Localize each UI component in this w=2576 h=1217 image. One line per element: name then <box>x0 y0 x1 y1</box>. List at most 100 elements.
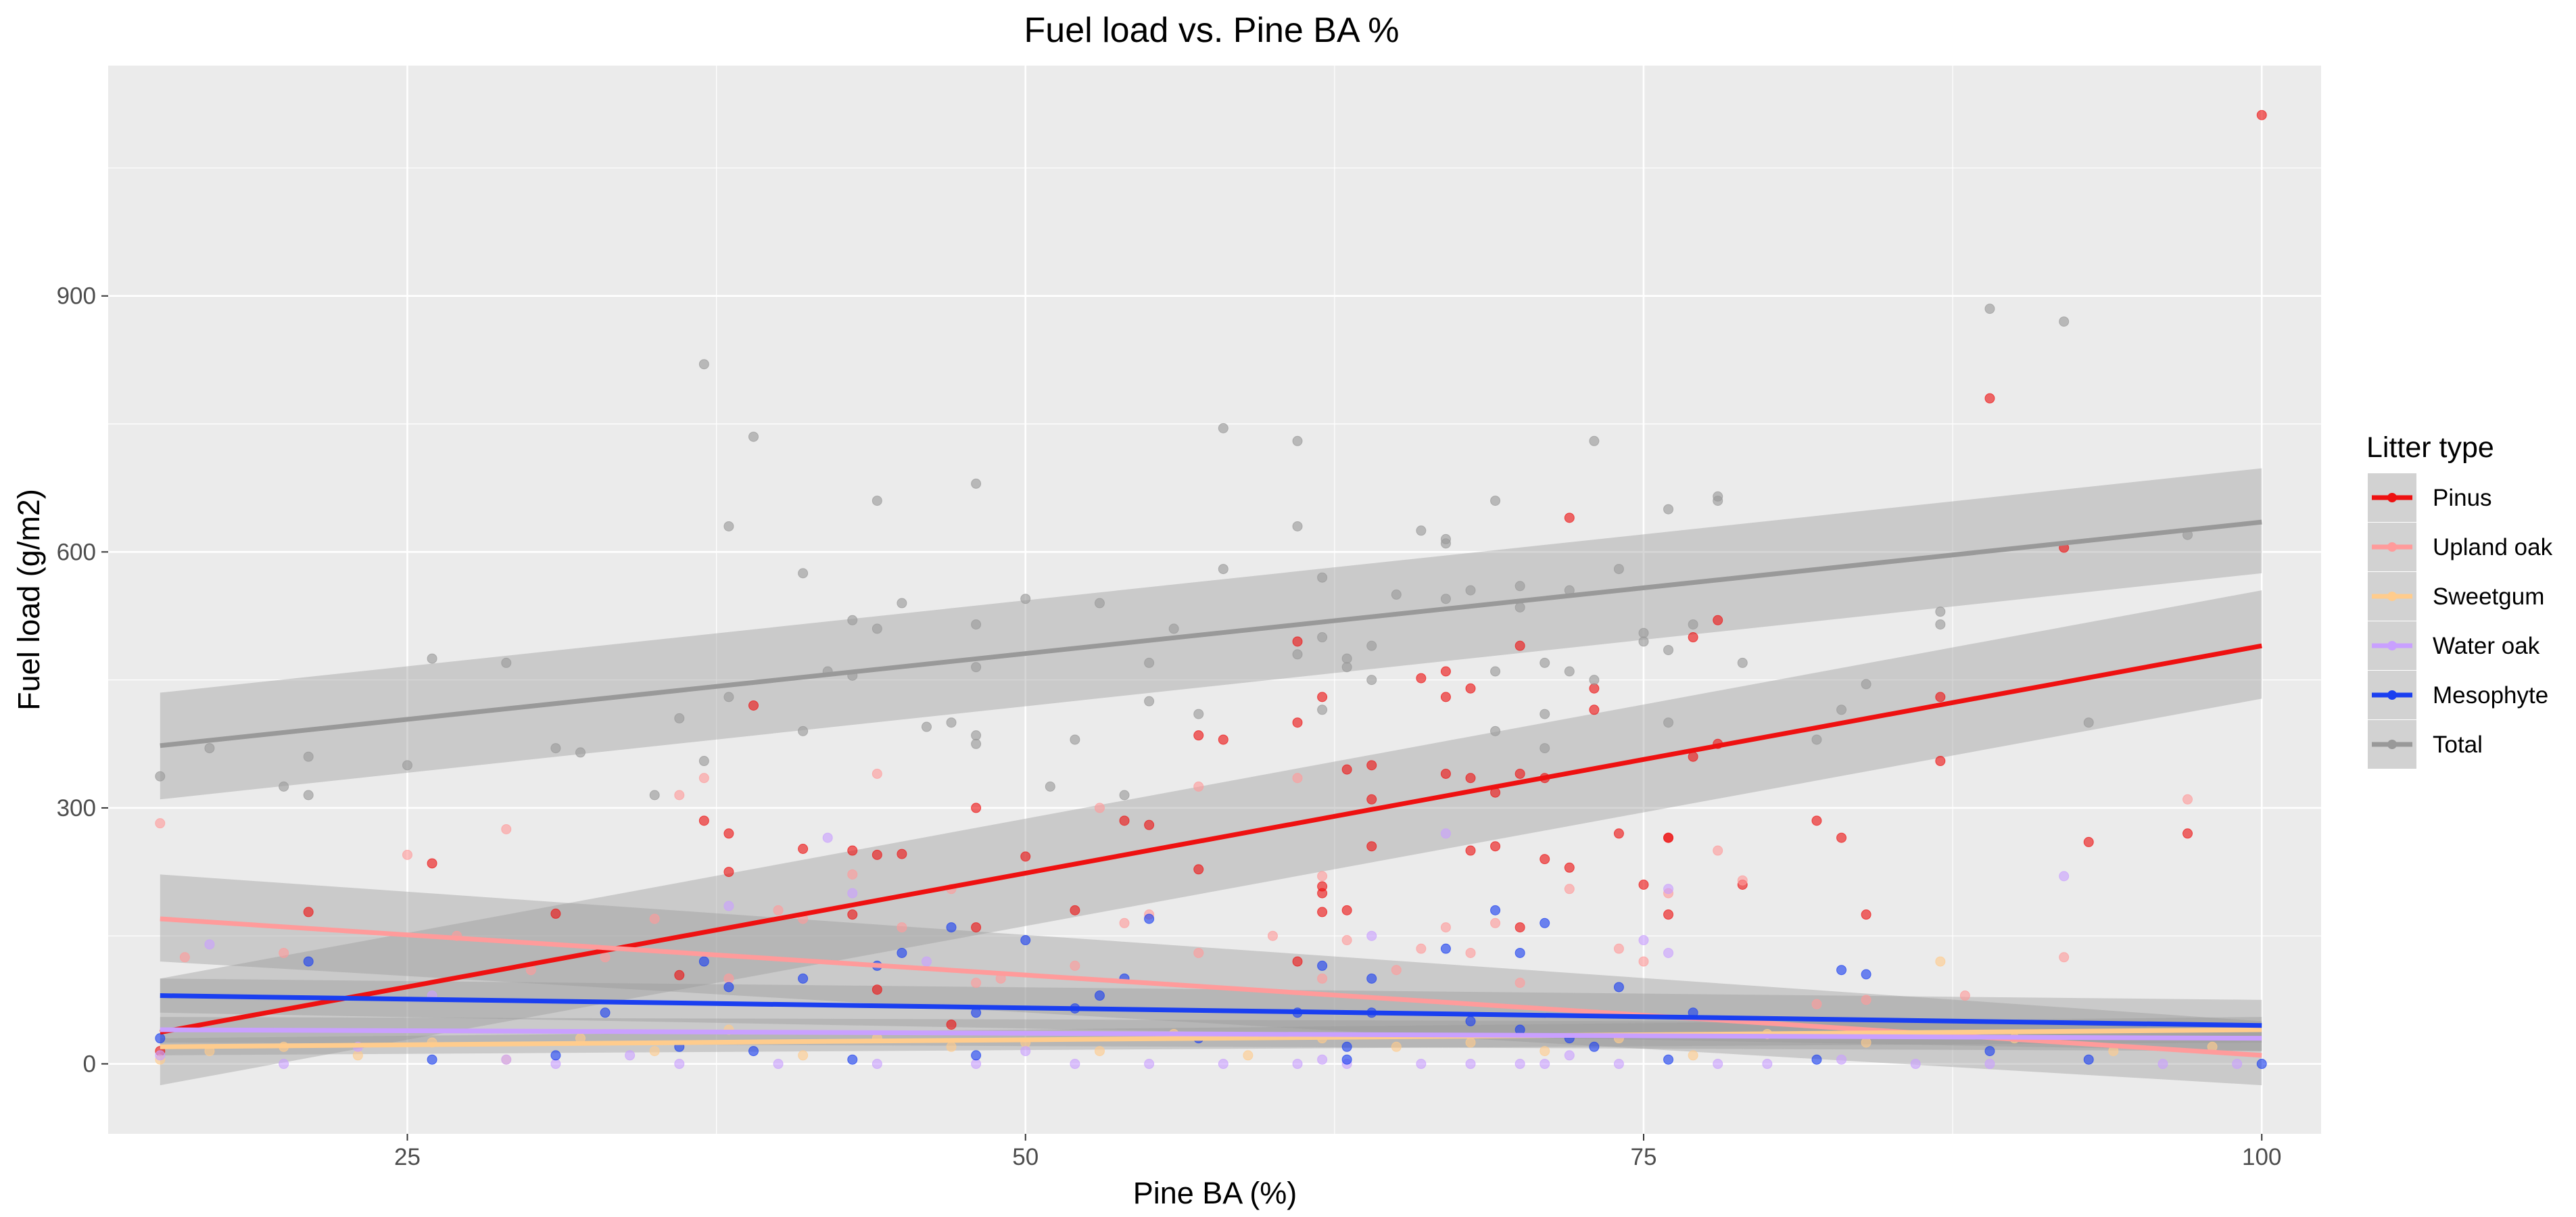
point-total <box>1292 649 1303 660</box>
point-total <box>1984 304 1995 314</box>
legend-label-mesophyte: Mesophyte <box>2433 682 2548 709</box>
point-upland-oak <box>1811 999 1822 1009</box>
point-total <box>402 760 412 771</box>
point-water-oak <box>1416 1059 1427 1070</box>
point-upland-oak <box>1490 917 1501 928</box>
point-total <box>427 653 437 664</box>
point-mesophyte <box>550 1050 561 1061</box>
point-pinus <box>1292 956 1303 967</box>
point-pinus <box>1540 854 1550 865</box>
point-mesophyte <box>698 956 709 967</box>
point-upland-oak <box>872 768 882 779</box>
point-total <box>1589 435 1600 446</box>
point-pinus <box>1341 905 1352 915</box>
point-pinus <box>1465 773 1476 784</box>
point-total <box>674 713 685 723</box>
point-pinus <box>897 849 907 859</box>
point-upland-oak <box>155 818 166 829</box>
point-upland-oak <box>1861 995 1871 1005</box>
point-total <box>1514 602 1525 613</box>
point-mesophyte <box>1540 917 1550 928</box>
point-mesophyte <box>798 973 809 984</box>
point-pinus <box>1688 632 1698 643</box>
point-water-oak <box>1564 1050 1575 1061</box>
point-total <box>1070 734 1080 745</box>
point-water-oak <box>1514 1059 1525 1070</box>
point-pinus <box>1440 768 1451 779</box>
point-pinus <box>1465 845 1476 856</box>
point-pinus <box>1465 683 1476 694</box>
point-pinus <box>1984 393 1995 404</box>
trend-lines <box>160 519 2262 1058</box>
point-pinus <box>748 700 759 711</box>
point-total <box>1317 572 1328 583</box>
point-pinus <box>1317 692 1328 702</box>
plot-panel <box>108 66 2321 1134</box>
point-upland-oak <box>1119 917 1130 928</box>
point-water-oak <box>1836 1054 1847 1065</box>
point-upland-oak <box>1440 922 1451 933</box>
point-pinus <box>1638 880 1649 890</box>
point-mesophyte <box>1613 982 1624 993</box>
point-water-oak <box>279 1059 289 1070</box>
legend-label-sweetgum: Sweetgum <box>2433 583 2544 610</box>
point-total <box>1193 709 1204 719</box>
point-total <box>872 623 882 634</box>
point-water-oak <box>1613 1059 1624 1070</box>
point-mesophyte <box>971 1050 982 1061</box>
point-sweetgum <box>1861 1037 1871 1048</box>
point-upland-oak <box>1391 965 1402 976</box>
point-upland-oak <box>1465 947 1476 958</box>
legend-key-point <box>2387 493 2397 502</box>
point-water-oak <box>723 901 734 911</box>
point-upland-oak <box>2059 952 2070 963</box>
point-pinus <box>1193 730 1204 741</box>
point-pinus <box>847 909 858 920</box>
point-total <box>1861 679 1871 690</box>
point-pinus <box>1218 734 1229 745</box>
point-pinus <box>1935 692 1946 702</box>
point-pinus <box>1589 705 1600 715</box>
point-total <box>1218 564 1229 575</box>
point-water-oak <box>1144 1059 1155 1070</box>
point-pinus <box>427 858 437 869</box>
point-water-oak <box>1663 884 1674 894</box>
point-total <box>1317 705 1328 715</box>
point-total <box>1540 709 1550 719</box>
point-total <box>971 478 982 489</box>
x-tick-label: 25 <box>394 1144 421 1170</box>
point-upland-oak <box>402 849 412 860</box>
point-water-oak <box>773 1059 784 1070</box>
legend-label-pinus: Pinus <box>2433 485 2492 511</box>
point-total <box>1589 675 1600 686</box>
point-upland-oak <box>179 952 190 963</box>
point-pinus <box>1861 909 1871 920</box>
point-water-oak <box>1440 828 1451 839</box>
point-pinus <box>1119 815 1130 826</box>
point-total <box>1490 496 1501 506</box>
point-total <box>1638 636 1649 647</box>
point-pinus <box>1144 819 1155 830</box>
point-water-oak <box>1020 1046 1031 1057</box>
point-mesophyte <box>427 1054 437 1065</box>
point-mesophyte <box>723 982 734 993</box>
trend-pinus <box>160 643 2262 1035</box>
point-upland-oak <box>1737 875 1748 886</box>
point-upland-oak <box>1416 943 1427 954</box>
point-mesophyte <box>1984 1046 1995 1057</box>
point-total <box>1440 533 1451 544</box>
point-pinus <box>1416 673 1427 684</box>
point-mesophyte <box>2083 1054 2094 1065</box>
point-upland-oak <box>674 790 685 801</box>
point-pinus <box>1688 751 1698 762</box>
point-sweetgum <box>1391 1041 1402 1052</box>
point-pinus <box>1366 794 1377 805</box>
point-total <box>798 725 809 736</box>
x-axis-ticks: 25 50 75 100 <box>394 1134 2281 1170</box>
point-mesophyte <box>897 947 907 958</box>
point-water-oak <box>971 1059 982 1070</box>
point-total <box>1935 619 1946 630</box>
point-total <box>1144 696 1155 707</box>
point-water-oak <box>872 1059 882 1070</box>
